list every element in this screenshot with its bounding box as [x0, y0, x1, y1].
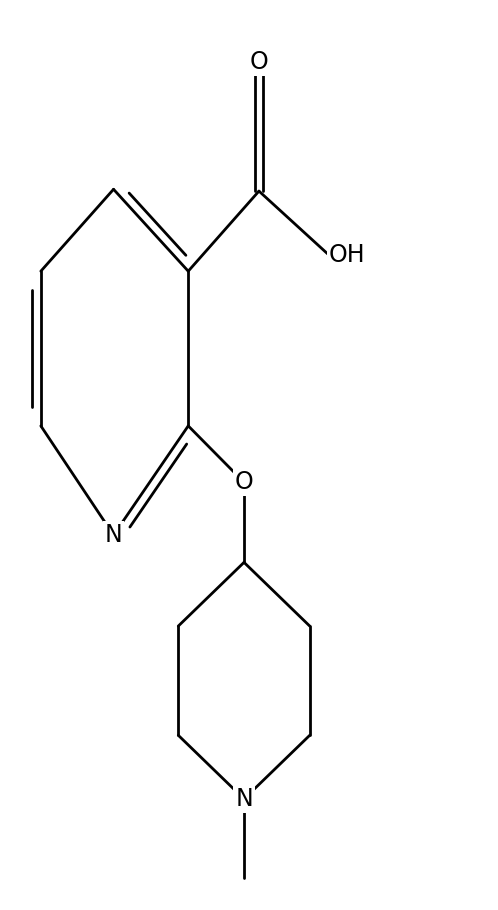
Text: O: O	[235, 470, 253, 494]
Text: N: N	[105, 523, 123, 547]
Text: OH: OH	[329, 243, 366, 267]
Text: N: N	[235, 787, 253, 811]
Text: O: O	[249, 50, 268, 74]
